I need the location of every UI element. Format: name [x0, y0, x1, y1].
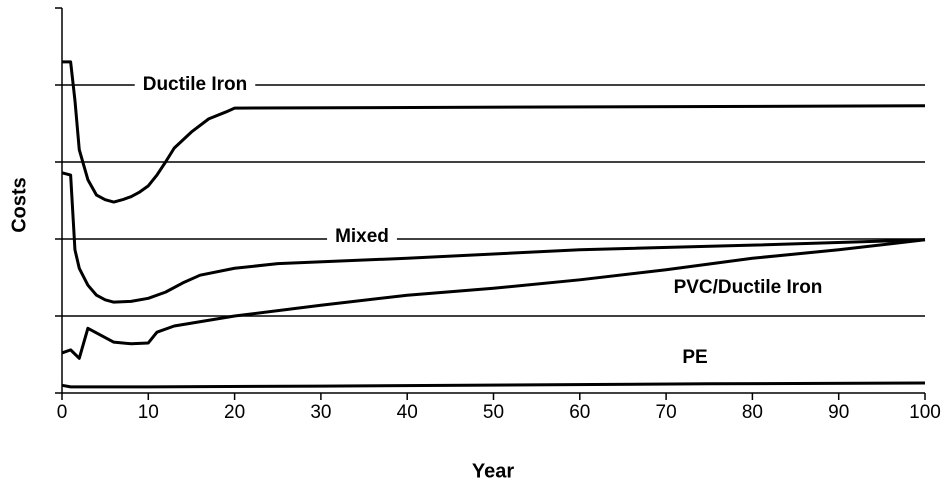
series-label: Ductile Iron — [143, 74, 248, 95]
series-label-bg — [665, 275, 831, 301]
x-tick-label: 50 — [483, 402, 504, 423]
x-tick-label: 20 — [224, 402, 245, 423]
x-tick-label: 10 — [138, 402, 159, 423]
y-axis-title: Costs — [8, 177, 30, 233]
x-tick-label: 70 — [656, 402, 677, 423]
series-line — [61, 238, 926, 360]
series-label-bg — [327, 224, 397, 250]
x-tick-label: 0 — [57, 402, 68, 423]
series-line — [62, 60, 926, 204]
x-tick-label: 40 — [397, 402, 418, 423]
series-label-bg — [674, 345, 716, 371]
series-label-bg — [134, 72, 256, 98]
series-line — [61, 381, 926, 389]
x-tick-label: 30 — [310, 402, 331, 423]
x-tick-label: 90 — [828, 402, 849, 423]
series-label: PE — [682, 347, 707, 368]
x-tick-label: 80 — [742, 402, 763, 423]
series-line — [61, 171, 926, 304]
x-axis-title: Year — [472, 460, 514, 482]
series-label: Mixed — [335, 226, 389, 247]
series-label: PVC/Ductile Iron — [674, 277, 823, 298]
x-tick-label: 100 — [909, 402, 941, 423]
x-tick-label: 60 — [569, 402, 590, 423]
